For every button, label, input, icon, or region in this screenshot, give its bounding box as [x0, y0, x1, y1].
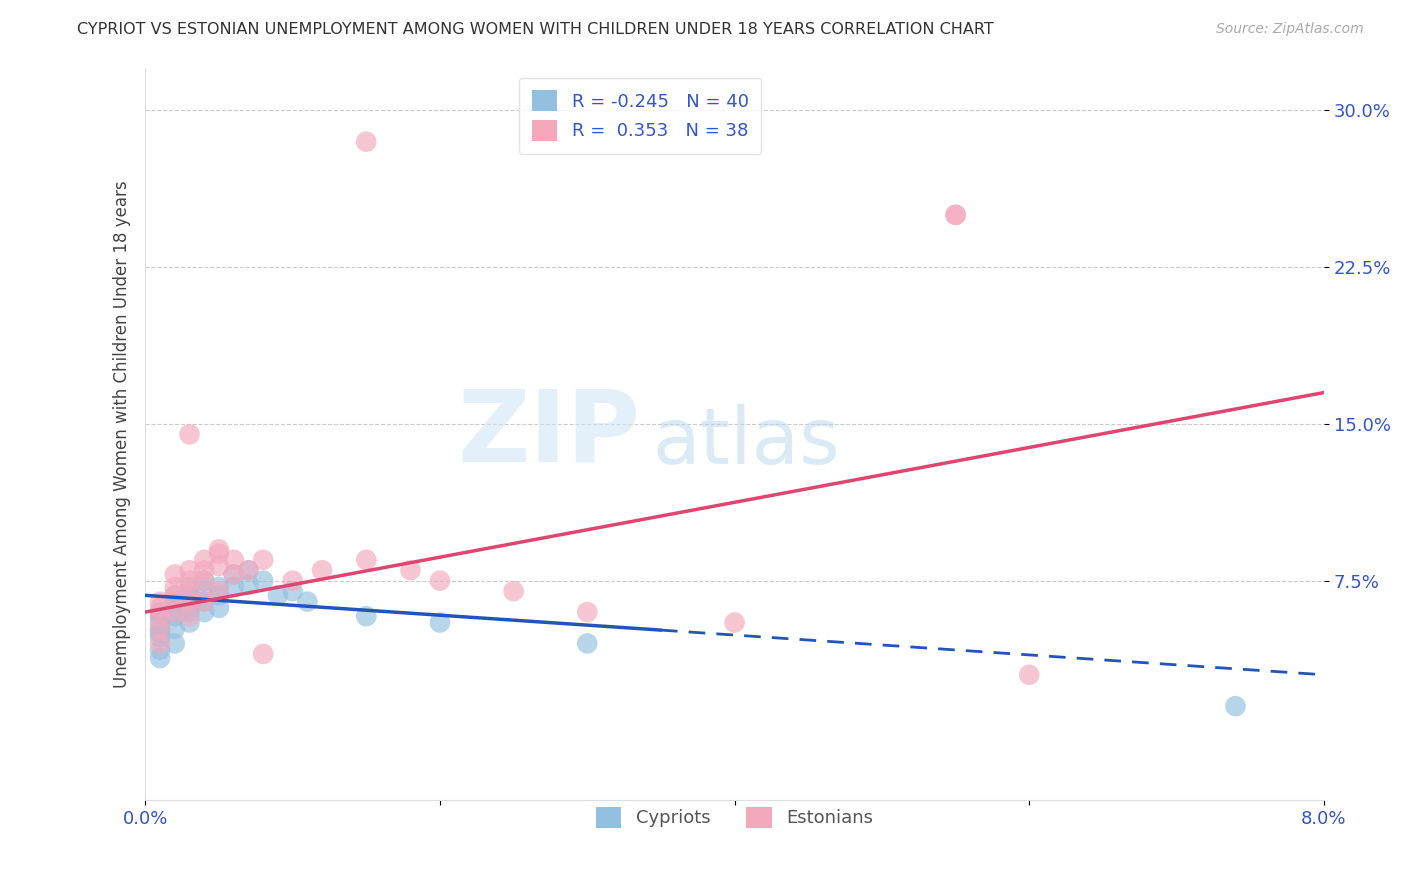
Point — [208, 542, 231, 557]
Point — [208, 600, 231, 615]
Point — [179, 609, 201, 624]
Point — [222, 553, 245, 567]
Point — [1018, 667, 1040, 681]
Point — [179, 588, 201, 602]
Point — [179, 584, 201, 599]
Point — [149, 615, 172, 630]
Point — [149, 600, 172, 615]
Y-axis label: Unemployment Among Women with Children Under 18 years: Unemployment Among Women with Children U… — [114, 180, 131, 689]
Point — [163, 636, 186, 650]
Point — [149, 630, 172, 644]
Point — [222, 567, 245, 582]
Point — [163, 580, 186, 594]
Point — [163, 600, 186, 615]
Point — [193, 553, 215, 567]
Point — [163, 605, 186, 619]
Point — [193, 594, 215, 608]
Point — [429, 615, 451, 630]
Point — [252, 647, 274, 661]
Point — [222, 580, 245, 594]
Point — [252, 574, 274, 588]
Point — [163, 609, 186, 624]
Point — [163, 605, 186, 619]
Point — [149, 594, 172, 608]
Point — [163, 588, 186, 602]
Point — [399, 563, 422, 577]
Text: ZIP: ZIP — [457, 386, 640, 483]
Point — [193, 574, 215, 588]
Point — [238, 578, 260, 592]
Point — [252, 553, 274, 567]
Text: Source: ZipAtlas.com: Source: ZipAtlas.com — [1216, 22, 1364, 37]
Point — [311, 563, 333, 577]
Point — [163, 567, 186, 582]
Point — [163, 594, 186, 608]
Point — [281, 574, 304, 588]
Point — [193, 594, 215, 608]
Point — [149, 609, 172, 624]
Point — [193, 563, 215, 577]
Point — [297, 594, 319, 608]
Point — [356, 553, 378, 567]
Point — [208, 559, 231, 574]
Point — [193, 605, 215, 619]
Point — [208, 588, 231, 602]
Point — [179, 594, 201, 608]
Point — [208, 547, 231, 561]
Point — [238, 563, 260, 577]
Point — [356, 609, 378, 624]
Point — [208, 584, 231, 599]
Point — [179, 427, 201, 442]
Point — [502, 584, 524, 599]
Point — [149, 651, 172, 665]
Point — [149, 605, 172, 619]
Point — [149, 636, 172, 650]
Point — [193, 584, 215, 599]
Text: atlas: atlas — [652, 404, 839, 480]
Point — [429, 574, 451, 588]
Point — [238, 563, 260, 577]
Point — [281, 584, 304, 599]
Point — [945, 208, 967, 222]
Point — [149, 622, 172, 636]
Point — [576, 605, 599, 619]
Text: CYPRIOT VS ESTONIAN UNEMPLOYMENT AMONG WOMEN WITH CHILDREN UNDER 18 YEARS CORREL: CYPRIOT VS ESTONIAN UNEMPLOYMENT AMONG W… — [77, 22, 994, 37]
Point — [179, 605, 201, 619]
Point — [179, 594, 201, 608]
Point — [163, 588, 186, 602]
Point — [179, 574, 201, 588]
Point — [149, 642, 172, 657]
Point — [576, 636, 599, 650]
Point — [723, 615, 745, 630]
Point — [208, 580, 231, 594]
Point — [179, 580, 201, 594]
Legend: Cypriots, Estonians: Cypriots, Estonians — [589, 800, 880, 835]
Point — [356, 135, 378, 149]
Point — [1225, 699, 1247, 714]
Point — [149, 622, 172, 636]
Point — [193, 574, 215, 588]
Point — [149, 609, 172, 624]
Point — [179, 563, 201, 577]
Point — [179, 615, 201, 630]
Point — [945, 208, 967, 222]
Point — [222, 567, 245, 582]
Point — [267, 588, 290, 602]
Point — [163, 622, 186, 636]
Point — [149, 626, 172, 640]
Point — [179, 599, 201, 613]
